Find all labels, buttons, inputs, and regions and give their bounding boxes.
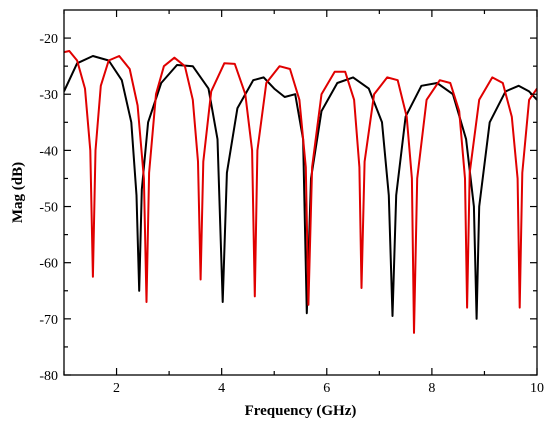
x-tick-label: 10 <box>530 381 544 396</box>
series-layer <box>64 50 537 334</box>
x-tick-label: 6 <box>323 381 330 396</box>
y-tick-label: -80 <box>39 369 58 384</box>
y-axis-title: Mag (dB) <box>10 162 26 223</box>
series-line-2 <box>64 50 537 334</box>
y-tick-label: -50 <box>39 201 58 216</box>
x-axis-title: Frequency (GHz) <box>245 403 357 419</box>
ticks-layer: 2 4 6 8 10 -80 -70 -60 -50 -40 -30 -20 <box>39 10 544 396</box>
y-tick-label: -40 <box>39 144 58 159</box>
x-tick-label: 2 <box>113 381 120 396</box>
y-tick-label: -60 <box>39 257 58 272</box>
plot-area-frame <box>63 9 538 376</box>
x-tick-label: 4 <box>218 381 225 396</box>
y-tick-label: -20 <box>39 32 58 47</box>
y-tick-label: -30 <box>39 88 58 103</box>
y-tick-label: -70 <box>39 313 58 328</box>
x-tick-label: 8 <box>428 381 435 396</box>
